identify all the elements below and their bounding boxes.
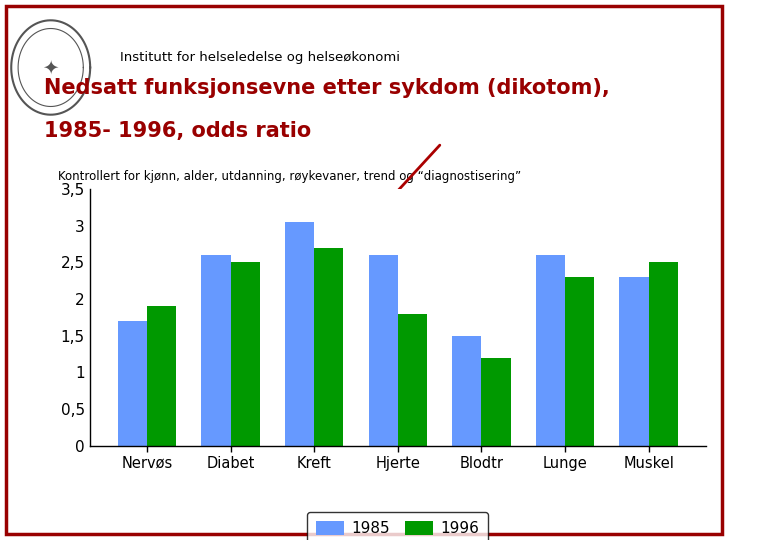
Bar (398, 314, 427, 445)
Text: 1985- 1996, odds ratio: 1985- 1996, odds ratio (44, 122, 311, 141)
Bar (314, 248, 343, 446)
Bar (147, 306, 176, 445)
Bar (231, 262, 260, 446)
Bar (368, 255, 398, 446)
Bar (452, 335, 481, 445)
Bar (201, 255, 231, 446)
Text: UiO 2004: UiO 2004 (748, 278, 762, 349)
Legend: 1985, 1996: 1985, 1996 (307, 512, 488, 540)
Bar (285, 222, 314, 446)
Bar (118, 321, 147, 446)
Bar (565, 277, 594, 445)
Bar (481, 357, 511, 446)
Bar (619, 277, 649, 445)
Text: Institutt for helseledelse og helseøkonomi: Institutt for helseledelse og helseøkono… (120, 51, 400, 64)
Bar (649, 262, 678, 446)
Text: Nedsatt funksjonsevne etter sykdom (dikotom),: Nedsatt funksjonsevne etter sykdom (diko… (44, 78, 609, 98)
Bar (536, 255, 565, 446)
Text: Kontrollert for kjønn, alder, utdanning, røykevaner, trend og “diagnostisering”: Kontrollert for kjønn, alder, utdanning,… (58, 170, 522, 183)
Text: ✦: ✦ (43, 58, 58, 77)
